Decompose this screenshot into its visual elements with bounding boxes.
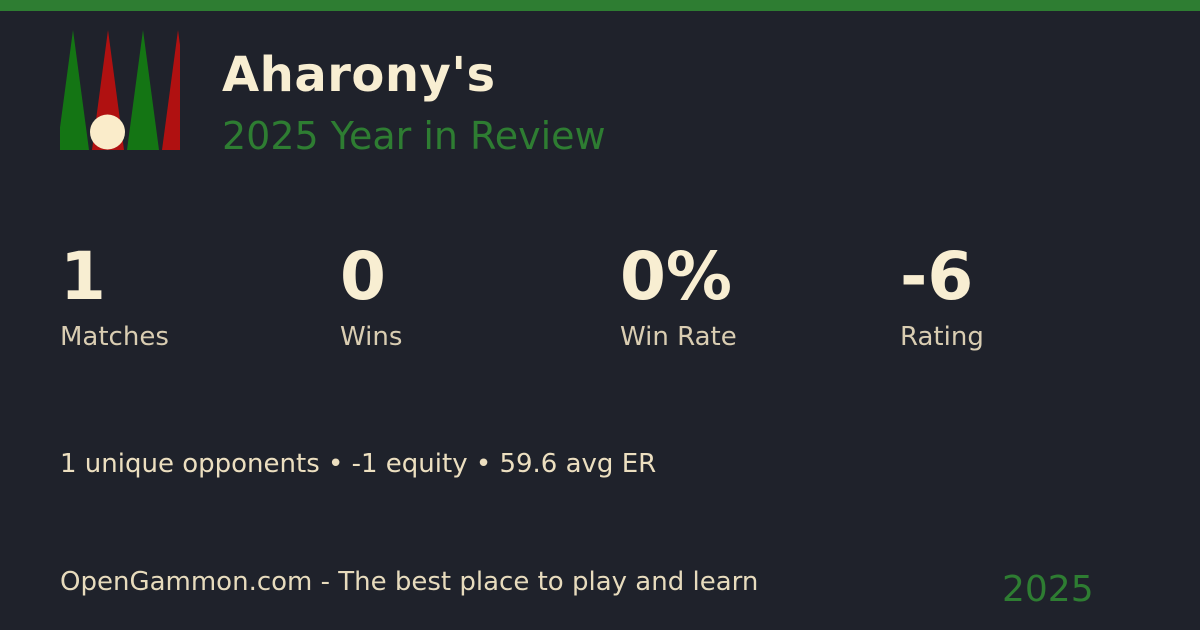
header: Aharony's 2025 Year in Review	[222, 47, 606, 159]
backgammon-board-icon	[60, 30, 180, 150]
stat-value: 0	[340, 238, 386, 315]
board-point-1	[60, 30, 89, 150]
summary-line: 1 unique opponents • -1 equity • 59.6 av…	[60, 449, 657, 479]
stat-win-rate: 0% Win Rate	[620, 238, 900, 353]
top-accent-bar	[0, 0, 1200, 11]
site-tagline: OpenGammon.com - The best place to play …	[60, 567, 759, 597]
stat-value: -6	[900, 238, 974, 315]
stat-label: Rating	[900, 322, 984, 352]
card-subtitle: 2025 Year in Review	[222, 114, 606, 159]
stat-rating: -6 Rating	[900, 238, 1180, 353]
stats-row: 1 Matches 0 Wins 0% Win Rate -6 Rating	[60, 238, 1180, 353]
stat-matches: 1 Matches	[60, 238, 340, 353]
board-point-3	[127, 30, 159, 150]
stat-label: Wins	[340, 322, 403, 352]
stat-value: 1	[60, 238, 106, 315]
checker-icon	[90, 114, 125, 150]
stat-wins: 0 Wins	[340, 238, 620, 353]
footer-year: 2025	[1002, 569, 1094, 610]
stat-value: 0%	[620, 238, 733, 315]
player-title: Aharony's	[222, 47, 496, 103]
board-point-4	[162, 30, 180, 150]
stat-label: Win Rate	[620, 322, 737, 352]
stat-label: Matches	[60, 322, 169, 352]
